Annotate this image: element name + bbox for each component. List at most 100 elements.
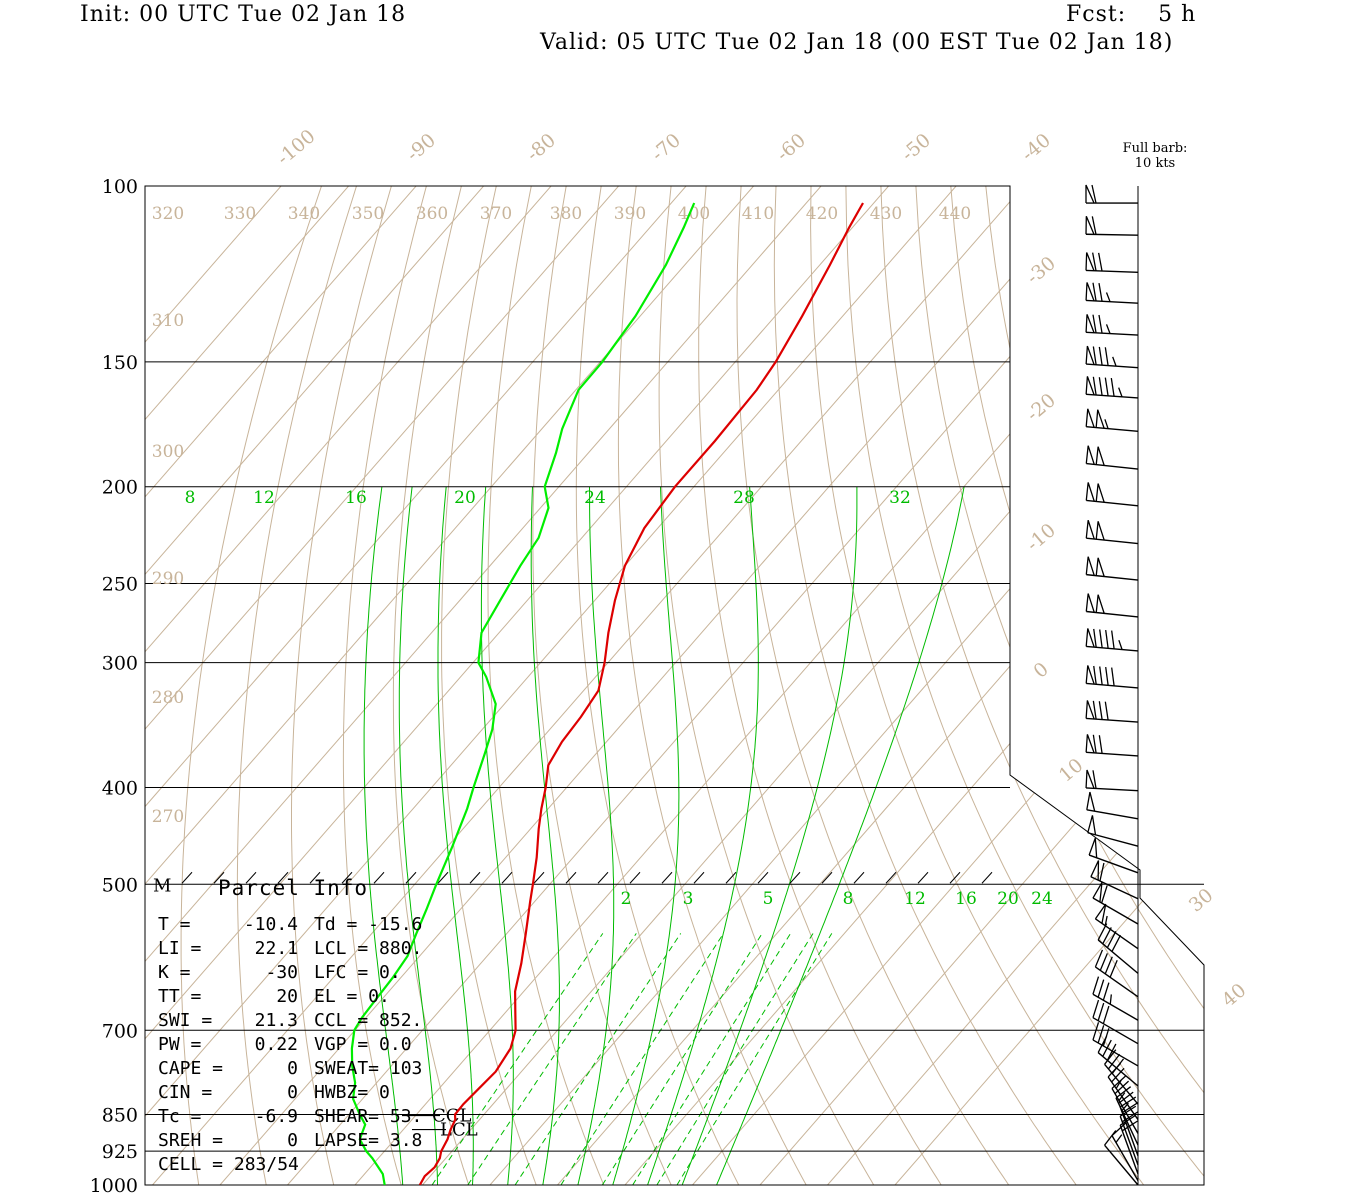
moist-adiabat-line bbox=[572, 486, 615, 1185]
wind-barb-pennant bbox=[1095, 521, 1105, 541]
isotherm-line bbox=[145, 186, 543, 1185]
parcel-row-value: -30 bbox=[265, 962, 298, 983]
moist-adiabat-line bbox=[363, 486, 405, 1185]
parcel-row-value: 0 bbox=[287, 1130, 298, 1151]
wind-barb-flag bbox=[1119, 1096, 1137, 1108]
level-hatch-mark bbox=[341, 871, 353, 884]
wind-barb-flag bbox=[1107, 1062, 1122, 1078]
wind-barb-staff bbox=[1086, 809, 1139, 820]
wind-barb bbox=[1119, 1096, 1139, 1157]
theta-label: 420 bbox=[806, 204, 838, 224]
wind-barb bbox=[1092, 999, 1139, 1045]
mixing-ratio-label: 5 bbox=[763, 889, 774, 909]
wind-barb bbox=[1087, 815, 1139, 847]
mixing-ratio-label: 20 bbox=[997, 889, 1019, 909]
parcel-row-label: K = bbox=[158, 962, 191, 983]
parcel-row-label: CIN = bbox=[158, 1082, 212, 1103]
level-hatch-mark bbox=[213, 871, 225, 884]
isotherm-label: -90 bbox=[402, 129, 440, 166]
parcel-row-value: 0.22 bbox=[255, 1034, 298, 1055]
level-hatch-mark bbox=[501, 871, 513, 884]
wind-barb-pennant bbox=[1085, 252, 1095, 271]
barb-legend-line1: Full barb: bbox=[1123, 141, 1188, 156]
isotherm-line bbox=[145, 186, 610, 1185]
wind-barb-flag bbox=[1106, 1043, 1117, 1061]
parcel-row-right: Td = -15.6 bbox=[314, 914, 422, 935]
wind-barb bbox=[1092, 882, 1139, 925]
wind-barb-staff bbox=[1086, 645, 1139, 652]
wind-barb-staff bbox=[1086, 299, 1139, 304]
mixing-ratio-line bbox=[601, 933, 763, 1185]
theta-label: 310 bbox=[152, 311, 184, 331]
wind-barb-flag bbox=[1102, 1039, 1112, 1057]
moist-adiabat-line bbox=[437, 486, 474, 1185]
wind-barb-pennant bbox=[1095, 446, 1105, 466]
theta-label: 380 bbox=[550, 204, 582, 224]
wind-barb-flag bbox=[1111, 667, 1115, 686]
wind-barb bbox=[1085, 282, 1139, 304]
wind-barb bbox=[1097, 1035, 1139, 1087]
isotherm-line bbox=[145, 186, 813, 1185]
wind-barb-flag bbox=[1104, 377, 1109, 396]
theta-label: 440 bbox=[939, 204, 971, 224]
pressure-tick-label: 500 bbox=[102, 874, 138, 896]
mixing-ratio-line bbox=[431, 933, 604, 1185]
wind-barb bbox=[1085, 593, 1139, 618]
wind-barb-flag bbox=[1097, 1035, 1108, 1053]
mixing-ratio-line bbox=[560, 933, 725, 1185]
wind-barb-pennant bbox=[1085, 408, 1095, 428]
wind-barb-flag bbox=[1111, 934, 1122, 952]
wind-barb bbox=[1085, 376, 1139, 399]
level-hatch-mark bbox=[949, 871, 961, 884]
mixing-ratio-label: 12 bbox=[904, 889, 926, 909]
parcel-row-value: -10.4 bbox=[244, 914, 298, 935]
mixing-ratio-label: 8 bbox=[185, 488, 196, 508]
theta-label: 390 bbox=[614, 204, 646, 224]
wind-barb-half-flag bbox=[1105, 292, 1111, 302]
dry-adiabat-line bbox=[342, 186, 427, 1185]
wind-barb-pennant bbox=[1094, 903, 1107, 924]
wind-barb-pennant bbox=[1095, 594, 1105, 614]
parcel-row-value: 20 bbox=[276, 986, 298, 1007]
wind-barb bbox=[1085, 408, 1139, 432]
parcel-row-label: Tc = bbox=[158, 1106, 202, 1127]
wind-barb-staff bbox=[1104, 1063, 1139, 1105]
wind-barb-pennant bbox=[1095, 409, 1105, 429]
wind-barb-flag bbox=[1097, 979, 1105, 998]
isotherm-label: 0 bbox=[1029, 658, 1052, 683]
wind-barb-flag bbox=[1104, 1049, 1117, 1065]
dry-adiabat-line bbox=[1055, 186, 1204, 1185]
isotherm-line bbox=[145, 186, 880, 1185]
wind-barb bbox=[1090, 860, 1139, 900]
wind-barb bbox=[1085, 252, 1139, 273]
wind-barb bbox=[1119, 1105, 1139, 1166]
wind-barb-half-flag bbox=[1118, 639, 1123, 650]
theta-label: 290 bbox=[152, 569, 184, 589]
parcel-row-label: SWI = bbox=[158, 1010, 212, 1031]
level-hatch-mark bbox=[853, 871, 865, 884]
wind-barb-staff bbox=[1088, 854, 1139, 874]
wind-barb-flag bbox=[1092, 252, 1097, 271]
wind-barb-pennant bbox=[1085, 734, 1095, 754]
wind-barb-pennant bbox=[1085, 520, 1095, 540]
wind-barb-pennant bbox=[1085, 216, 1095, 235]
pressure-tick-label: 300 bbox=[102, 653, 138, 675]
isotherm-line bbox=[145, 186, 1015, 1185]
wind-barb-staff bbox=[1087, 832, 1139, 847]
theta-label: 280 bbox=[152, 688, 184, 708]
wind-barb-flag bbox=[1098, 735, 1103, 754]
moist-adiabat-line bbox=[530, 486, 560, 1185]
wind-barb-flag bbox=[1092, 346, 1097, 365]
pressure-tick-label: 1000 bbox=[90, 1175, 138, 1197]
isotherm-label: -10 bbox=[1022, 519, 1060, 556]
wind-barb-pennant bbox=[1085, 628, 1095, 648]
wind-barb-pennant bbox=[1085, 593, 1095, 613]
parcel-row-right: SHEAR= 53. bbox=[314, 1106, 422, 1127]
wind-barbs bbox=[1085, 184, 1139, 1186]
theta-label: 330 bbox=[224, 204, 256, 224]
wind-barb-staff bbox=[1095, 966, 1139, 998]
wind-barb-staff bbox=[1086, 537, 1139, 545]
wind-barb-flag bbox=[1092, 314, 1097, 333]
mixing-ratio-label: 32 bbox=[889, 488, 911, 508]
dry-adiabat-line bbox=[1160, 186, 1204, 1185]
